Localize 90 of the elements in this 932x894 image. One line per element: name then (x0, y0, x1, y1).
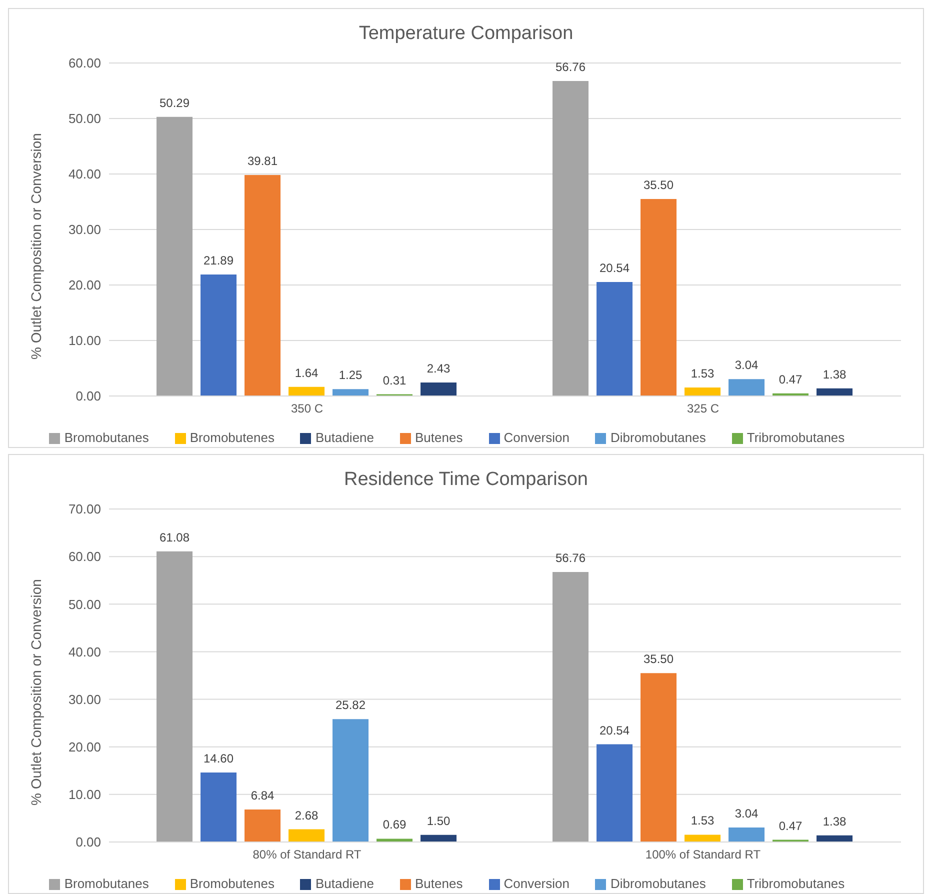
data-label: 25.82 (336, 698, 366, 712)
bar (728, 828, 765, 842)
bar (376, 838, 413, 842)
data-label: 20.54 (600, 723, 630, 738)
bar (596, 744, 633, 842)
bar (816, 835, 853, 842)
y-tick-label: 60.00 (68, 549, 101, 564)
data-label: 6.84 (250, 788, 275, 802)
y-tick-label: 40.00 (68, 166, 101, 182)
y-tick-label: 20.00 (68, 739, 101, 754)
data-label: 56.76 (556, 550, 586, 565)
bar (596, 282, 633, 396)
bar (332, 389, 369, 396)
bar (640, 673, 677, 842)
data-label: 50.29 (160, 96, 190, 110)
data-label: 3.04 (734, 806, 759, 821)
legend-label: Dibromobutanes (610, 430, 706, 445)
bar (816, 388, 853, 396)
y-tick-label: 10.00 (68, 333, 101, 348)
x-tick-label: 100% of Standard RT (645, 848, 762, 862)
legend-label: Conversion (504, 430, 570, 445)
x-tick-label: 350 C (290, 402, 324, 416)
bar (156, 551, 193, 842)
bar (244, 809, 281, 842)
data-label: 56.76 (556, 60, 586, 74)
y-axis-title: % Outlet Composition or Conversion (28, 133, 44, 360)
y-tick-label: 50.00 (68, 111, 101, 126)
data-label: 35.50 (644, 652, 674, 666)
bar (684, 388, 721, 396)
chart-title: Temperature Comparison (358, 22, 574, 46)
bar (552, 80, 589, 396)
data-label: 35.50 (644, 178, 674, 192)
bar (156, 116, 193, 396)
legend-label: Butenes (415, 430, 463, 445)
y-tick-label: 0.00 (76, 388, 101, 404)
legend-label: Butadiene (315, 430, 374, 445)
legend-label: Bromobutenes (190, 430, 274, 445)
y-axis-title: % Outlet Composition or Conversion (28, 579, 44, 806)
data-label: 1.38 (822, 367, 847, 382)
legend-label: Bromobutanes (64, 876, 149, 891)
data-label: 1.64 (294, 366, 319, 380)
data-label: 2.68 (294, 808, 319, 822)
y-tick-label: 70.00 (68, 502, 101, 517)
legend-label: Butenes (415, 876, 463, 891)
legend-label: Dibromobutanes (610, 876, 706, 891)
y-tick-label: 30.00 (68, 222, 101, 238)
bar (684, 834, 721, 842)
bar (552, 572, 589, 842)
data-label: 0.31 (382, 373, 407, 388)
y-tick-label: 10.00 (68, 787, 101, 802)
y-tick-label: 30.00 (68, 692, 101, 707)
legend-label: Tribromobutanes (746, 430, 845, 445)
y-tick-label: 50.00 (68, 596, 101, 612)
y-tick-label: 0.00 (76, 834, 101, 850)
legend-label: Bromobutenes (190, 876, 274, 891)
chart-title: Residence Time Comparison (343, 468, 589, 492)
data-label: 1.50 (426, 814, 451, 828)
bar (420, 834, 457, 842)
x-tick-label: 325 C (686, 402, 720, 416)
y-tick-label: 20.00 (68, 278, 101, 293)
x-tick-label: 80% of Standard RT (252, 848, 362, 862)
bar (728, 379, 765, 396)
data-label: 1.25 (338, 368, 363, 382)
data-label: 0.69 (382, 818, 407, 832)
data-label: 61.08 (160, 530, 190, 544)
bar (288, 829, 325, 842)
data-label: 0.47 (778, 372, 803, 386)
bar (640, 198, 677, 396)
data-label: 0.47 (778, 818, 803, 833)
bar (288, 386, 325, 396)
data-label: 1.38 (822, 814, 847, 828)
data-label: 3.04 (734, 358, 759, 372)
bar (244, 175, 281, 396)
data-label: 1.53 (690, 814, 715, 828)
bar (200, 274, 237, 396)
bar (200, 772, 237, 842)
y-tick-label: 60.00 (68, 56, 101, 71)
data-label: 39.81 (248, 154, 278, 168)
data-label: 14.60 (204, 752, 234, 766)
y-tick-label: 40.00 (68, 644, 101, 660)
data-label: 21.89 (204, 254, 234, 268)
bar (420, 382, 457, 396)
data-label: 2.43 (426, 362, 451, 376)
legend-label: Butadiene (315, 876, 374, 891)
legend-label: Conversion (504, 876, 570, 891)
legend-label: Bromobutanes (64, 430, 149, 445)
legend-label: Tribromobutanes (746, 876, 845, 891)
data-label: 20.54 (600, 261, 630, 276)
data-label: 1.53 (690, 366, 715, 381)
bar (332, 719, 369, 842)
